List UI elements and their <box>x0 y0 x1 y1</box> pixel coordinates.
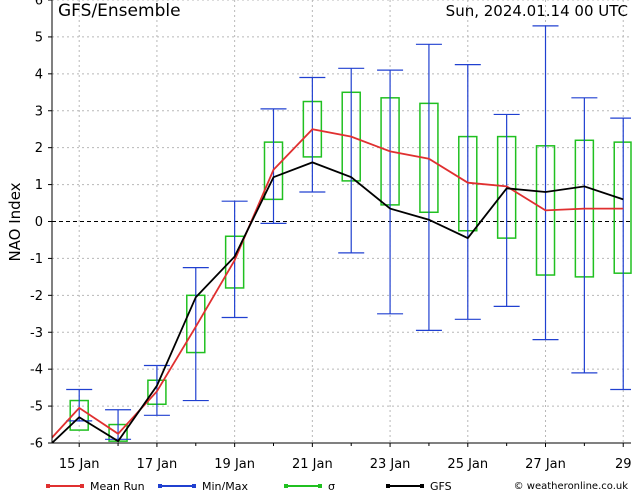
axes <box>48 0 631 447</box>
x-tick-label: 21 Jan <box>292 457 333 472</box>
y-tick-label: -1 <box>30 252 43 267</box>
legend-marker-left <box>158 484 162 488</box>
legend-label: Mean Run <box>90 480 145 490</box>
x-tick-label: 15 Jan <box>59 457 100 472</box>
legend: Mean Run Min/Max σ GFS <box>46 480 452 490</box>
series-line-gfs <box>52 161 624 443</box>
y-tick-label: 5 <box>35 30 43 45</box>
legend-marker-left <box>46 484 50 488</box>
credit-text: © weatheronline.co.uk <box>514 481 629 490</box>
y-tick-label: 3 <box>35 104 43 119</box>
y-tick-label: -5 <box>30 400 43 415</box>
y-tick-label: 4 <box>35 67 43 82</box>
sigma-box <box>613 141 632 274</box>
legend-label: GFS <box>430 480 452 490</box>
y-tick-label: 1 <box>35 178 43 193</box>
tick-labels: -6 -5 -4 -3 -2 -1 0 1 2 3 4 5 6 15 Jan 17 Jan 19 Jan 21 … <box>30 0 631 472</box>
y-tick-label: 6 <box>35 0 43 9</box>
chart-title-left: GFS/Ensemble <box>58 1 181 21</box>
legend-label: σ <box>328 480 335 490</box>
y-tick-label: -6 <box>30 437 43 452</box>
legend-marker-left <box>284 484 288 488</box>
y-axis-label: NAO Index <box>6 182 24 261</box>
legend-entry: GFS <box>386 480 452 490</box>
y-tick-label: -2 <box>30 289 43 304</box>
chart-title-right: Sun, 2024.01.14 00 UTC <box>446 2 628 20</box>
y-tick-label: 2 <box>35 141 43 156</box>
x-tick-label: 29 <box>615 457 632 472</box>
legend-label: Min/Max <box>202 480 248 490</box>
legend-marker-right <box>318 484 322 488</box>
series-lines <box>52 128 624 443</box>
y-tick-label: -4 <box>30 363 43 378</box>
x-tick-label: 27 Jan <box>525 457 566 472</box>
legend-marker-right <box>80 484 84 488</box>
legend-entry: σ <box>284 480 335 490</box>
x-tick-label: 23 Jan <box>370 457 411 472</box>
legend-entry: Mean Run <box>46 480 145 490</box>
x-tick-label: 25 Jan <box>447 457 488 472</box>
x-tick-label: 19 Jan <box>214 457 255 472</box>
legend-entry: Min/Max <box>158 480 248 490</box>
legend-marker-left <box>386 484 390 488</box>
y-tick-label: 0 <box>35 215 43 230</box>
legend-marker-right <box>192 484 196 488</box>
x-tick-label: 17 Jan <box>137 457 178 472</box>
legend-marker-right <box>420 484 424 488</box>
min-max-bars <box>66 25 631 440</box>
y-tick-label: -3 <box>30 326 43 341</box>
